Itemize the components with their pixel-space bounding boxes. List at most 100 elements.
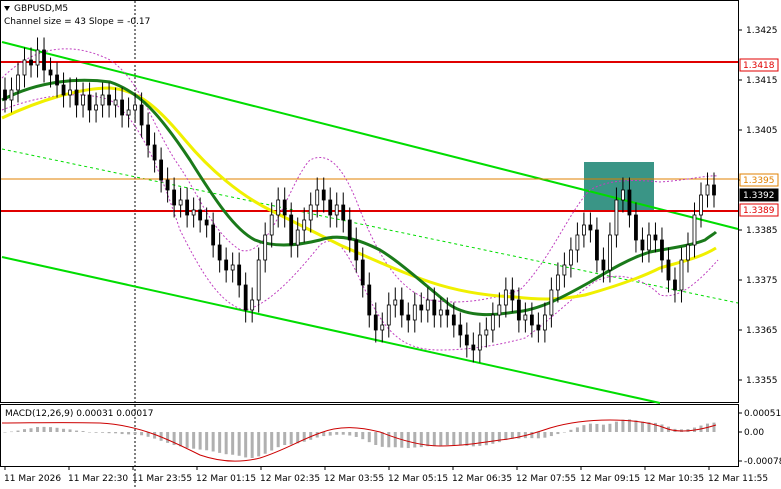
macd-signal-line [1,419,717,462]
candle [152,132,157,173]
candle [204,207,209,238]
candle [484,317,489,348]
macd-bar [309,432,313,440]
macd-bar [146,432,150,437]
macd-bar [218,432,222,453]
macd-bar [302,432,306,442]
candle [568,237,573,278]
macd-bar [348,432,352,436]
candle [516,287,521,333]
candle [536,312,541,343]
price-tick-label: 1.3405 [746,126,778,136]
candle [29,47,33,78]
macd-bar [478,432,482,446]
macd-bar [374,432,378,445]
macd-bar [127,432,131,435]
time-tick-label: 12 Mar 02:35 [260,474,320,484]
candle [9,77,14,113]
candle [198,197,203,233]
candle [542,302,547,343]
macd-bar [49,427,53,432]
candle [458,312,463,348]
macd-bar [588,423,592,432]
macd-bar [452,432,456,446]
candle [22,47,27,88]
macd-bar [10,431,14,433]
candle [256,247,261,313]
time-tick-label: 11 Mar 22:30 [68,474,128,484]
candle [178,187,183,218]
candle [211,212,216,258]
macd-bar [556,432,560,435]
macd-bar [575,427,579,432]
dropdown-triangle-icon[interactable] [4,6,10,11]
candle [627,177,632,228]
macd-bar [413,432,417,448]
macd-bar [88,432,92,433]
price-tag-support [739,203,779,217]
price-tag-label: 1.3395 [743,176,775,186]
macd-bar [432,432,436,446]
time-tick-label: 11 Mar 2026 [4,474,61,484]
macd-bar [530,432,534,439]
macd-tick-label: -0.00078 [744,457,781,467]
candle [471,332,476,363]
macd-bar [107,432,111,434]
price-tag-label: 1.3392 [743,191,775,201]
time-tick-label: 12 Mar 09:15 [580,474,640,484]
candle [224,247,229,283]
price-tag-current [739,188,779,202]
candle [133,92,137,123]
macd-bar [55,427,59,432]
candle [380,312,385,343]
candle [48,57,53,88]
candle [705,172,710,208]
macd-bar [114,432,118,434]
macd-bar [81,431,85,432]
macd-bar [601,424,605,432]
candle [660,227,664,273]
candle [341,192,346,233]
macd-bar [536,432,540,439]
macd-bar [101,432,105,433]
macd-bar [231,432,235,455]
highlight-zone [584,162,654,210]
macd-bar [458,432,462,446]
macd-bar [608,423,612,432]
macd-bar [497,432,501,443]
candle [523,302,528,333]
candle [321,177,326,213]
candle [529,302,534,338]
macd-bar [237,432,241,456]
macd-bar [471,432,475,447]
candle [373,302,378,343]
candle [562,252,567,288]
candle [490,302,495,343]
macd-bar [29,428,33,432]
macd-bar [595,423,599,432]
macd-bar [517,432,521,439]
macd-bar [179,432,183,447]
candle [16,62,20,103]
candle [354,227,359,273]
macd-bar [289,432,293,445]
macd-bar [211,432,215,452]
macd-bar [647,422,651,432]
macd-bar [712,422,716,432]
macd-bar [465,432,469,446]
candle [647,222,651,263]
macd-bar [549,432,553,437]
macd-bar [393,432,397,448]
macd-bar [627,419,631,432]
candle [250,287,255,323]
candle [412,292,417,333]
macd-bar [205,432,209,451]
macd-bar [660,424,664,432]
candle [191,197,196,228]
candlestick-series [3,37,716,363]
macd-bar [159,432,163,441]
macd-bar [62,428,66,432]
candle [595,217,599,273]
candle [243,272,248,323]
